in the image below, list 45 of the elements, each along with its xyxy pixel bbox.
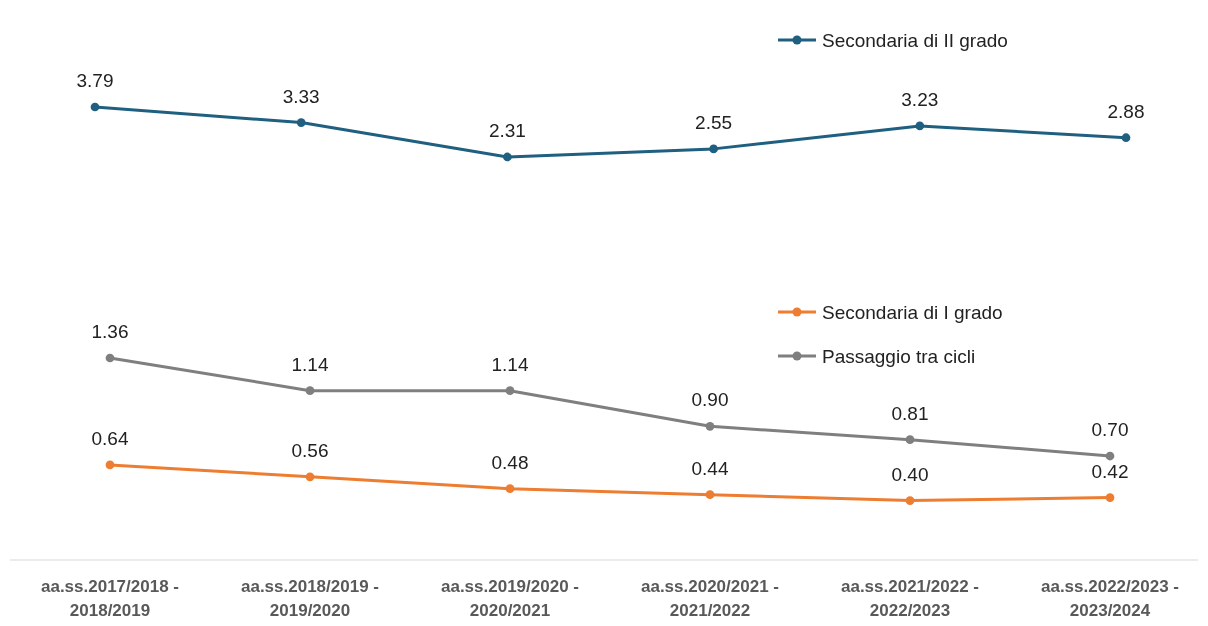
x-tick-label: aa.ss.2020/2021 - 2021/2022 bbox=[640, 577, 780, 620]
point bbox=[915, 121, 925, 131]
point bbox=[505, 386, 515, 396]
point bbox=[705, 490, 715, 500]
data-label: 3.23 bbox=[901, 88, 939, 110]
x-tick-label: aa.ss.2019/2020 - 2020/2021 bbox=[440, 577, 580, 620]
data-label: 1.36 bbox=[91, 321, 129, 342]
point bbox=[305, 472, 315, 482]
point bbox=[105, 353, 115, 363]
point bbox=[1121, 133, 1131, 143]
data-label: 0.70 bbox=[1091, 419, 1129, 441]
data-label: 0.44 bbox=[691, 457, 729, 479]
point bbox=[305, 386, 315, 396]
data-label: 0.56 bbox=[291, 439, 329, 461]
data-label: 1.14 bbox=[491, 353, 529, 375]
point bbox=[1105, 493, 1115, 502]
legend-label: Secondaria di II grado bbox=[822, 30, 1008, 51]
data-label: 3.33 bbox=[282, 85, 320, 107]
point bbox=[105, 460, 115, 470]
point bbox=[709, 144, 718, 154]
data-label: 0.81 bbox=[891, 402, 929, 424]
x-tick-label: aa.ss.2017/2018 - 2018/2019 bbox=[40, 577, 180, 620]
point bbox=[296, 118, 306, 127]
data-label: 0.64 bbox=[91, 427, 129, 449]
data-label: 2.55 bbox=[695, 111, 733, 133]
data-label: 0.90 bbox=[691, 389, 729, 411]
x-tick-label: aa.ss.2021/2022 - 2022/2023 bbox=[840, 577, 980, 620]
legend-label: Passaggio tra cicli bbox=[822, 346, 976, 367]
data-label: 3.79 bbox=[76, 70, 114, 91]
data-label: 1.14 bbox=[291, 353, 329, 375]
data-label: 0.42 bbox=[1091, 460, 1129, 482]
data-label: 0.40 bbox=[891, 463, 929, 485]
data-label: 0.48 bbox=[491, 451, 529, 473]
point bbox=[905, 496, 915, 505]
point bbox=[705, 421, 715, 431]
data-label: 2.88 bbox=[1107, 100, 1145, 122]
point bbox=[1105, 451, 1115, 461]
point bbox=[503, 152, 512, 162]
data-label: 2.31 bbox=[488, 119, 526, 141]
point bbox=[905, 435, 915, 445]
x-tick-label: aa.ss.2022/2023 - 2023/2024 bbox=[1040, 577, 1180, 620]
x-tick-label: aa.ss.2018/2019 - 2019/2020 bbox=[240, 577, 380, 620]
point bbox=[90, 102, 100, 112]
legend-label: Secondaria di I grado bbox=[822, 302, 1003, 323]
point bbox=[505, 484, 515, 494]
